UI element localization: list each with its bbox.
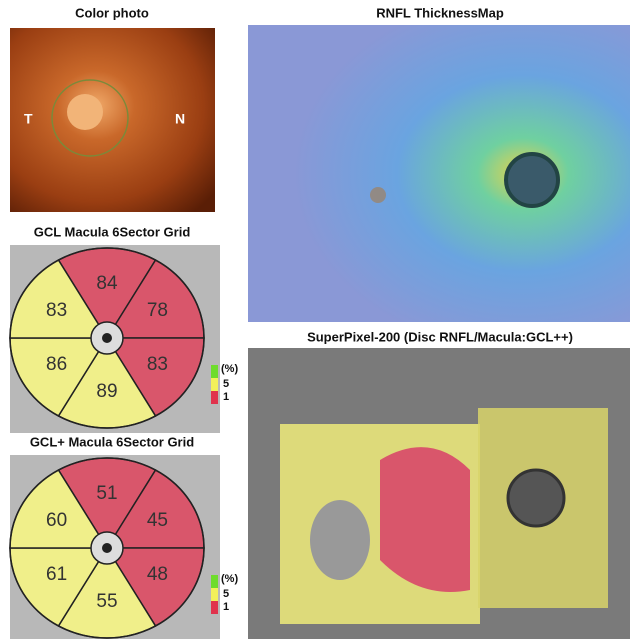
legend-label: 5	[223, 588, 229, 600]
sector-value: 89	[96, 381, 117, 402]
superpixel-optic	[508, 470, 564, 526]
rnfl-title: RNFL ThicknessMap	[376, 5, 504, 20]
sector-value: 78	[147, 300, 168, 321]
center-dot	[102, 333, 112, 343]
grid-title: GCL Macula 6Sector Grid	[34, 224, 191, 239]
photo-label: N	[175, 111, 185, 127]
grid-title: GCL+ Macula 6Sector Grid	[30, 434, 194, 449]
sector-value: 61	[46, 564, 67, 585]
center-dot	[102, 543, 112, 553]
legend-label: 1	[223, 601, 229, 613]
superpixel-red	[380, 447, 470, 592]
figure: Color photo T N RNFL ThicknessMap SuperP…	[0, 0, 635, 639]
legend-swatch	[211, 391, 218, 404]
rnfl-map	[248, 25, 630, 322]
sector-value: 83	[147, 354, 168, 375]
rnfl-disc	[506, 154, 558, 206]
photo-title: Color photo	[75, 5, 149, 20]
photo-disc	[67, 94, 103, 130]
legend-unit: (%)	[221, 363, 238, 375]
legend-unit: (%)	[221, 573, 238, 585]
photo-label: T	[24, 111, 33, 127]
sector-value: 55	[96, 591, 117, 612]
legend-swatch	[211, 601, 218, 614]
superpixel-title: SuperPixel-200 (Disc RNFL/Macula:GCL++)	[307, 329, 573, 344]
sector-value: 83	[46, 300, 67, 321]
legend-swatch	[211, 588, 218, 601]
sector-value: 60	[46, 510, 67, 531]
sector-value: 84	[96, 273, 118, 294]
sector-value: 45	[147, 510, 168, 531]
superpixel-grey	[310, 500, 370, 580]
legend-label: 1	[223, 391, 229, 403]
sector-value: 51	[96, 483, 117, 504]
legend-swatch	[211, 575, 218, 588]
sector-value: 86	[46, 354, 67, 375]
legend-label: 5	[223, 378, 229, 390]
rnfl-fovea	[370, 187, 386, 203]
legend-swatch	[211, 378, 218, 391]
sector-value: 48	[147, 564, 168, 585]
legend-swatch	[211, 365, 218, 378]
